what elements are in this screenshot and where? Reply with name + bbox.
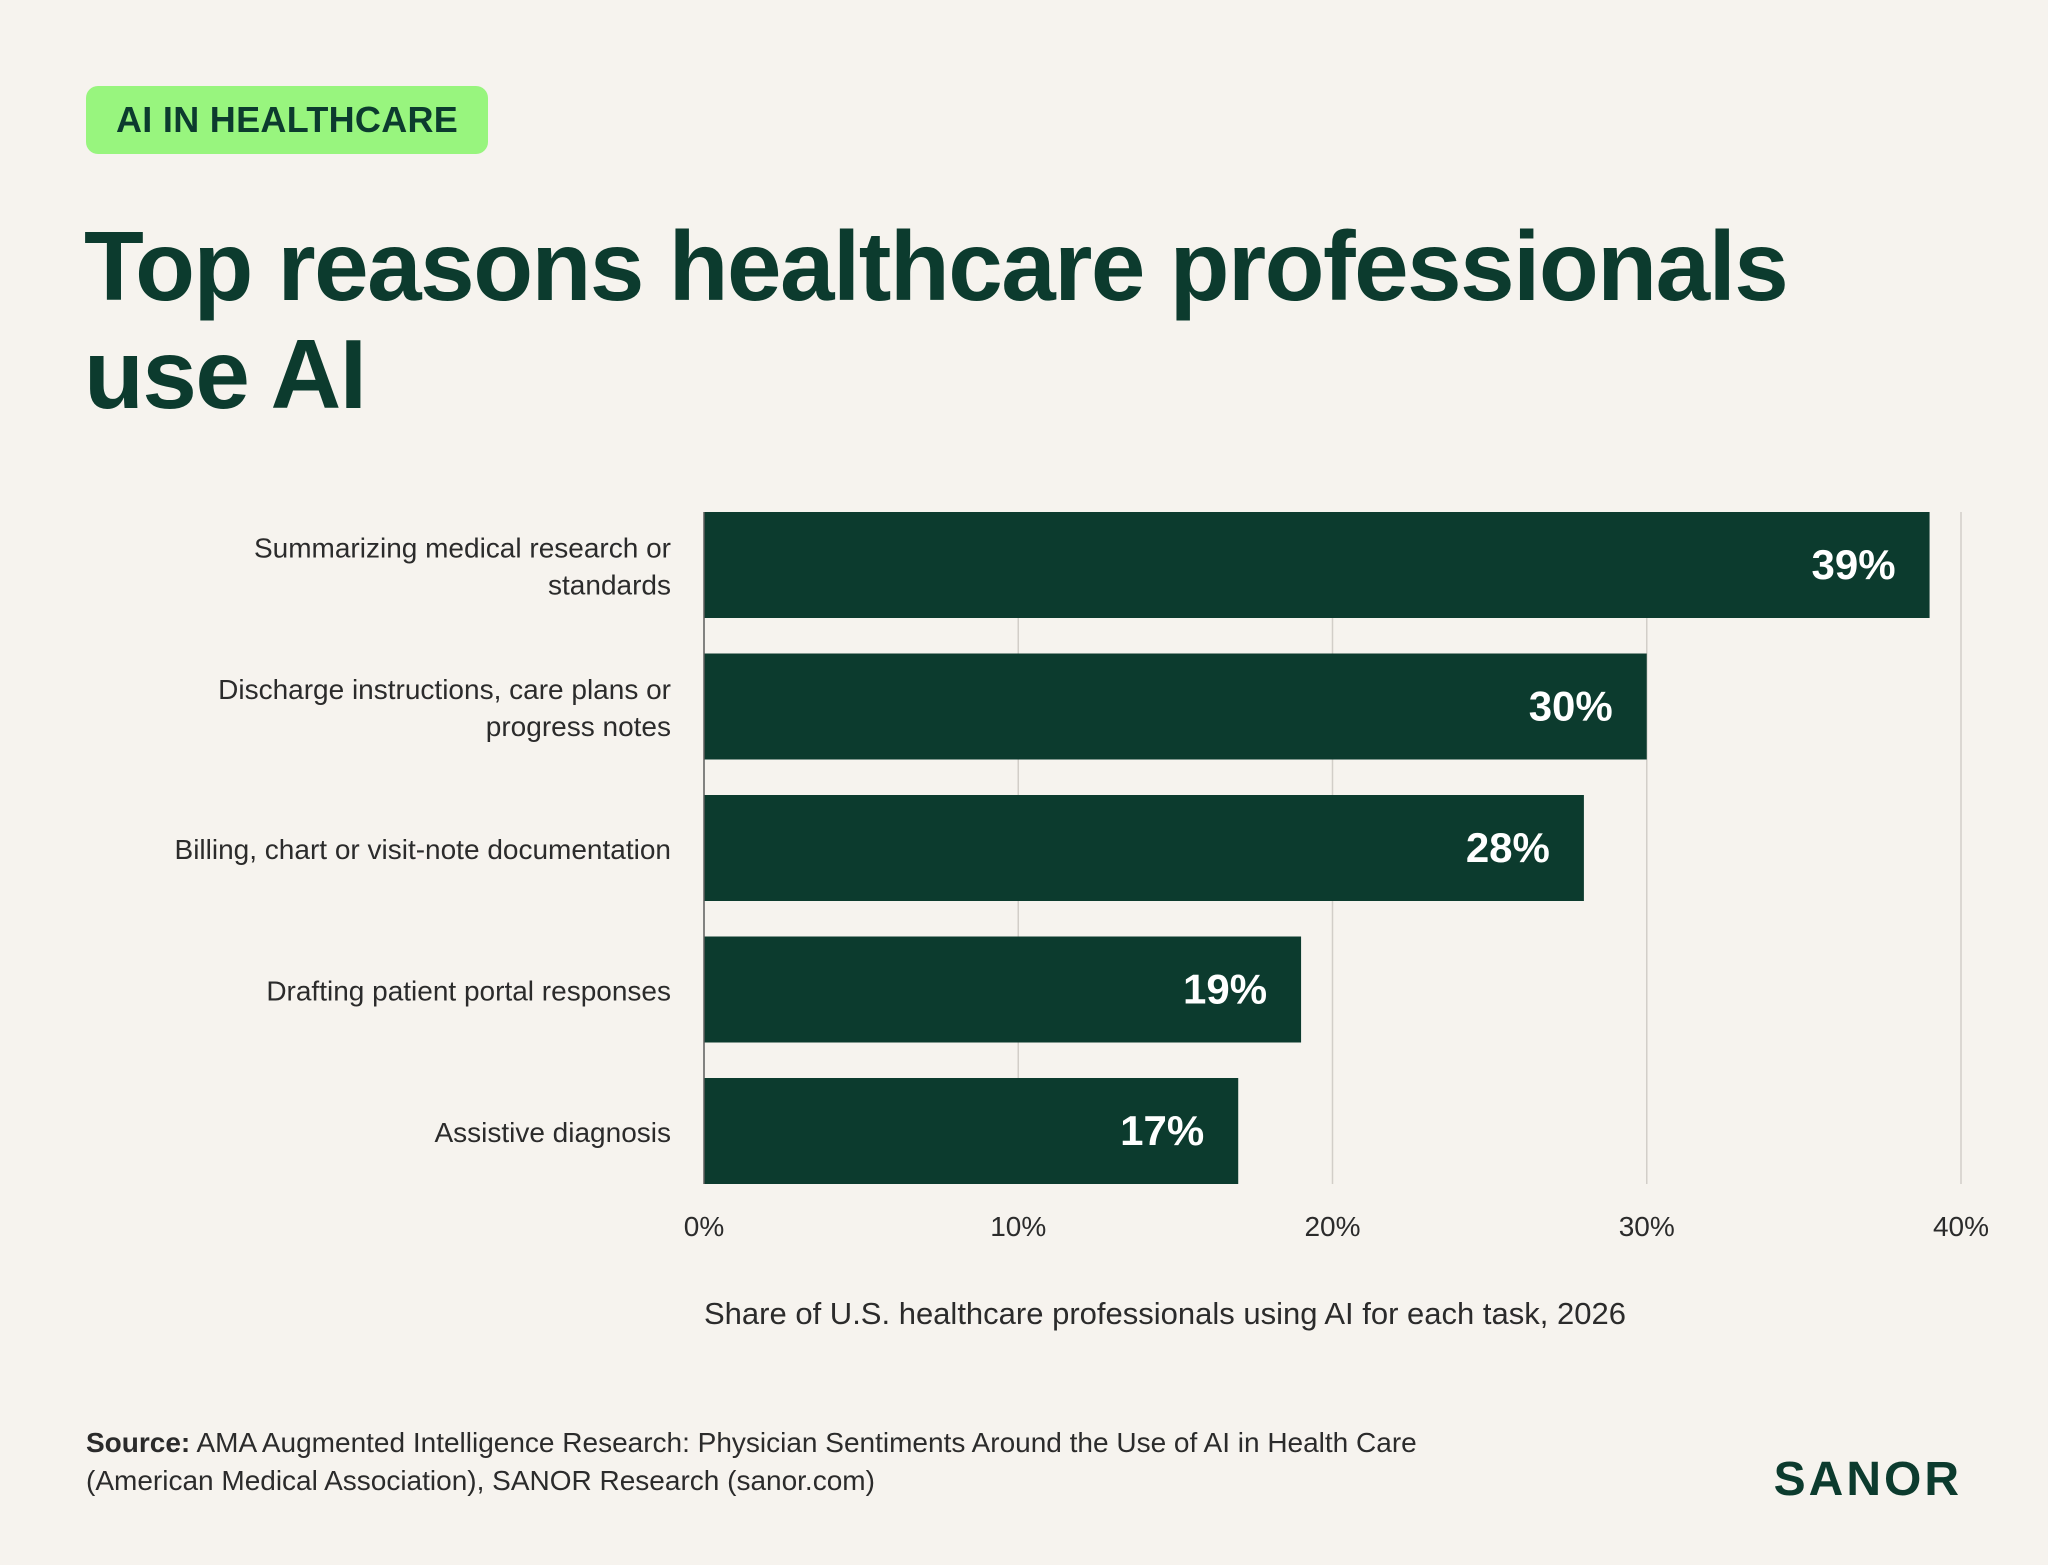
bar-value-label: 39% bbox=[1812, 541, 1896, 588]
category-label: standards bbox=[548, 570, 671, 601]
x-tick-label: 20% bbox=[1304, 1211, 1360, 1242]
bar-chart: 39% Summarizing medical research or standa… bbox=[175, 512, 1989, 1242]
bar bbox=[704, 653, 1647, 760]
category-label: Assistive diagnosis bbox=[434, 1117, 671, 1148]
bar bbox=[704, 936, 1302, 1043]
brand-logo: SANOR bbox=[1773, 1453, 1962, 1506]
bar-value-label: 28% bbox=[1466, 824, 1550, 871]
category-label: Summarizing medical research or bbox=[254, 533, 671, 564]
x-axis-label: Share of U.S. healthcare professionals u… bbox=[704, 1296, 1626, 1331]
category-label: progress notes bbox=[486, 711, 671, 742]
chart-title: Top reasons healthcare professionals use… bbox=[84, 211, 1789, 429]
bar-value-label: 19% bbox=[1183, 966, 1267, 1013]
x-tick-label: 40% bbox=[1933, 1211, 1989, 1242]
category-label: Discharge instructions, care plans or bbox=[218, 674, 671, 705]
bar bbox=[704, 1078, 1239, 1184]
bar bbox=[704, 795, 1584, 901]
source-text: AMA Augmented Intelligence Research: Phy… bbox=[86, 1427, 1417, 1496]
bar-value-label: 17% bbox=[1120, 1107, 1204, 1154]
category-label: Billing, chart or visit-note documentati… bbox=[175, 834, 671, 865]
bar bbox=[704, 512, 1930, 618]
bar-value-label: 30% bbox=[1529, 683, 1613, 730]
x-tick-label: 0% bbox=[684, 1211, 724, 1242]
x-tick-label: 30% bbox=[1619, 1211, 1675, 1242]
x-tick-label: 10% bbox=[990, 1211, 1046, 1242]
source-label: Source: bbox=[86, 1427, 191, 1458]
category-label: Drafting patient portal responses bbox=[266, 976, 671, 1007]
category-tag: AI IN HEALTHCARE bbox=[86, 86, 489, 154]
source-note: Source: AMA Augmented Intelligence Resea… bbox=[86, 1424, 1526, 1500]
